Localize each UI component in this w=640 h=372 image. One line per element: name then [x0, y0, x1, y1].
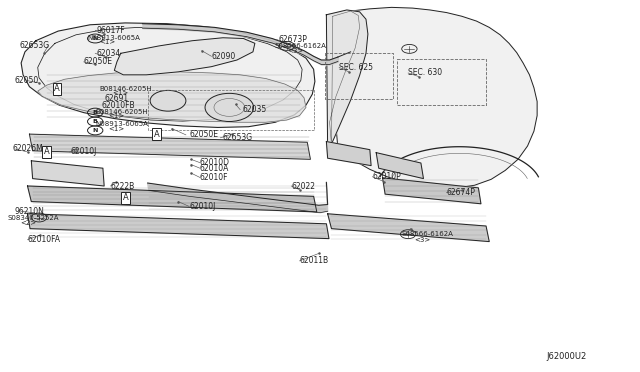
Text: 62010J: 62010J	[189, 202, 216, 211]
Polygon shape	[21, 23, 315, 128]
Text: SEC. 630: SEC. 630	[408, 68, 442, 77]
Polygon shape	[326, 7, 537, 188]
Polygon shape	[326, 141, 371, 166]
Polygon shape	[29, 134, 310, 159]
Polygon shape	[148, 182, 328, 213]
Polygon shape	[326, 10, 368, 153]
Text: 62691: 62691	[104, 94, 128, 103]
Text: 62090: 62090	[211, 52, 236, 61]
Text: 62674P: 62674P	[447, 188, 476, 197]
Text: 62022: 62022	[291, 182, 316, 190]
Text: 6222B: 6222B	[111, 182, 135, 190]
Circle shape	[205, 93, 253, 122]
Text: <1>: <1>	[108, 126, 124, 132]
Text: 62673P: 62673P	[278, 35, 307, 44]
Text: B: B	[93, 110, 98, 115]
Polygon shape	[28, 186, 317, 212]
Text: 62050: 62050	[15, 76, 39, 85]
Text: B: B	[93, 119, 98, 124]
Text: 62010D: 62010D	[200, 158, 230, 167]
Text: <1>: <1>	[113, 90, 129, 96]
Text: B08146-6205H: B08146-6205H	[100, 86, 152, 92]
Text: 62026M: 62026M	[12, 144, 43, 153]
Text: 62010F: 62010F	[200, 173, 228, 182]
Text: 62035: 62035	[242, 105, 266, 114]
Text: 62050E: 62050E	[189, 130, 218, 140]
Text: A: A	[44, 147, 49, 156]
Text: 96210N: 96210N	[15, 207, 45, 216]
Text: 62010A: 62010A	[200, 164, 229, 173]
Text: 62010P: 62010P	[372, 172, 401, 181]
Text: 62010FA: 62010FA	[28, 235, 61, 244]
Text: 62653G: 62653G	[223, 133, 253, 142]
Text: A: A	[154, 129, 159, 139]
Circle shape	[150, 90, 186, 111]
Text: B08146-6205H: B08146-6205H	[95, 109, 148, 115]
Text: 96017F: 96017F	[97, 26, 125, 35]
Text: 62010J: 62010J	[71, 147, 97, 156]
Text: <1>: <1>	[100, 39, 116, 45]
Text: 62034: 62034	[97, 49, 121, 58]
Polygon shape	[376, 153, 424, 179]
Polygon shape	[383, 178, 481, 204]
Text: A: A	[54, 84, 60, 93]
Polygon shape	[31, 161, 104, 186]
Text: 62653G: 62653G	[20, 41, 50, 50]
Text: S08340-5252A: S08340-5252A	[7, 215, 59, 221]
Text: N: N	[93, 36, 98, 41]
Text: N: N	[93, 128, 98, 133]
Text: 62010FB: 62010FB	[102, 101, 135, 110]
Text: S08566-6162A: S08566-6162A	[402, 231, 454, 237]
Text: 62050E: 62050E	[84, 57, 113, 66]
Polygon shape	[115, 38, 255, 75]
Text: <1>: <1>	[108, 113, 124, 119]
Text: SEC. 625: SEC. 625	[339, 63, 373, 72]
Text: J62000U2: J62000U2	[547, 352, 587, 361]
Polygon shape	[38, 72, 306, 122]
Text: A: A	[123, 193, 129, 202]
Text: S08566-6162A: S08566-6162A	[274, 43, 326, 49]
Text: <3>: <3>	[415, 237, 431, 243]
Text: N08913-6065A: N08913-6065A	[95, 121, 148, 127]
Polygon shape	[328, 214, 489, 241]
Text: N08913-6065A: N08913-6065A	[87, 35, 140, 41]
Text: <3>: <3>	[287, 48, 303, 54]
Text: 62011B: 62011B	[300, 256, 329, 265]
Text: <2>: <2>	[20, 220, 36, 226]
Polygon shape	[28, 214, 329, 238]
